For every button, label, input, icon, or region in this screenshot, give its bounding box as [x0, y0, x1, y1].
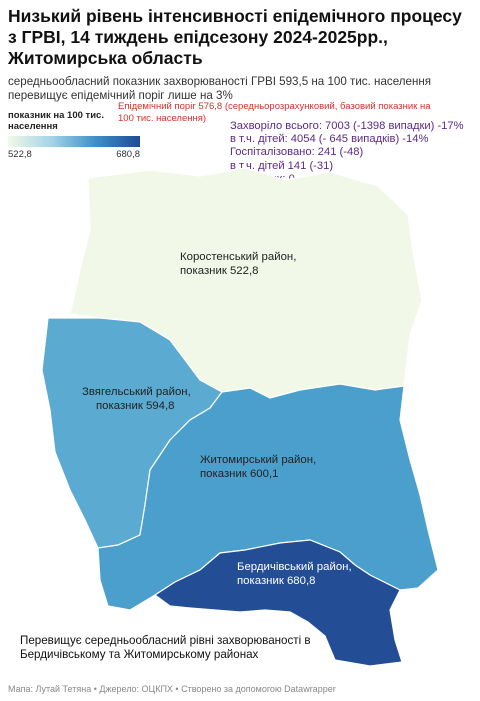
legend-min-label: 522,8	[8, 149, 32, 160]
stats-children-sick: в т.ч. дітей: 4054 (- 645 випадків) -14%	[230, 133, 429, 146]
region-zhytomyr-name: Житомирський район,	[200, 454, 317, 466]
stats-hospitalized: Госпіталізовано: 241 (-48)	[230, 146, 364, 159]
map-title: Низький рівень інтенсивності епідемічног…	[8, 6, 462, 68]
region-korosten-value: показник 522,8	[180, 264, 259, 277]
region-korosten-name: Коростенський район,	[180, 251, 297, 263]
color-legend: показник на 100 тис. населення 522,8 680…	[8, 110, 140, 160]
legend-max-label: 680,8	[116, 149, 140, 160]
region-label-zviahel: Звягельський район, показник 594,8	[82, 386, 191, 413]
region-berdychiv-value: показник 680,8	[237, 574, 316, 587]
epidemic-threshold-note: Епідемічний поріг 576,8 (середньорозраху…	[118, 101, 431, 124]
stats-children-hospitalized: в т.ч. дітей 141 (-31)	[230, 159, 334, 172]
stats-total-sick: Захворіло всього: 7003 (-1398 випадки) -…	[230, 120, 464, 132]
map-annotation: Перевищує середньообласний рівні захворю…	[20, 634, 311, 661]
legend-scale: 522,8 680,8	[8, 149, 140, 160]
region-label-berdychiv: Бердичівський район, показник 680,8	[237, 561, 352, 588]
region-zviahel-name: Звягельський район,	[82, 386, 191, 398]
region-berdychiv[interactable]	[153, 539, 403, 667]
region-label-korosten: Коростенський район, показник 522,8	[180, 251, 296, 278]
region-zviahel-value: показник 594,8	[96, 399, 175, 412]
legend-gradient-bar	[8, 136, 140, 147]
region-berdychiv-name: Бердичівський район,	[237, 561, 352, 573]
map-subtitle: середньообласний показник захворюваності…	[8, 75, 432, 102]
region-zhytomyr-value: показник 600,1	[200, 467, 279, 480]
region-label-zhytomyr: Житомирський район, показник 600,1	[200, 454, 316, 481]
legend-title: показник на 100 тис. населення	[8, 110, 104, 132]
map-footer: Мапа: Лутай Тетяна • Джерело: ОЦКПХ • Ст…	[8, 684, 336, 694]
